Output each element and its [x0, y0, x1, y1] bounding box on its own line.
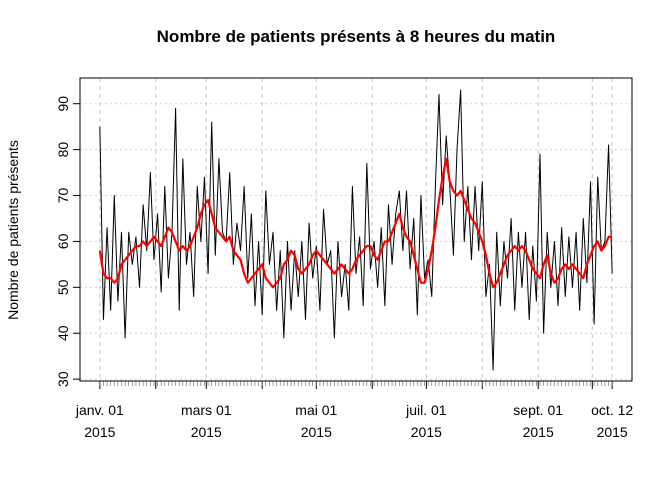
- y-tick-label: 40: [55, 325, 71, 341]
- x-tick-label: 2015: [301, 424, 332, 440]
- series-line: [99, 89, 613, 371]
- x-tick-label: 2015: [191, 424, 222, 440]
- y-axis-label: Nombre de patients présents: [5, 140, 21, 320]
- chart-title: Nombre de patients présents à 8 heures d…: [157, 27, 556, 46]
- x-tick-label: 2015: [411, 424, 442, 440]
- y-tick-label: 30: [55, 371, 71, 387]
- y-tick-label: 90: [55, 96, 71, 112]
- x-tick-label: 2015: [523, 424, 554, 440]
- x-tick-label: 2015: [597, 424, 628, 440]
- y-tick-label: 80: [55, 142, 71, 158]
- x-tick-label: juil. 01: [405, 402, 447, 418]
- y-tick-label: 60: [55, 233, 71, 249]
- x-tick-label: 2015: [84, 424, 115, 440]
- x-tick-label: janv. 01: [75, 402, 124, 418]
- x-tick-label: mars 01: [181, 402, 232, 418]
- y-tick-label: 50: [55, 279, 71, 295]
- x-tick-label: oct. 12: [591, 402, 633, 418]
- x-tick-label: sept. 01: [513, 402, 563, 418]
- x-tick-label: mai 01: [295, 402, 337, 418]
- y-tick-label: 70: [55, 188, 71, 204]
- series-line: [98, 157, 613, 289]
- plot-frame: [79, 77, 633, 382]
